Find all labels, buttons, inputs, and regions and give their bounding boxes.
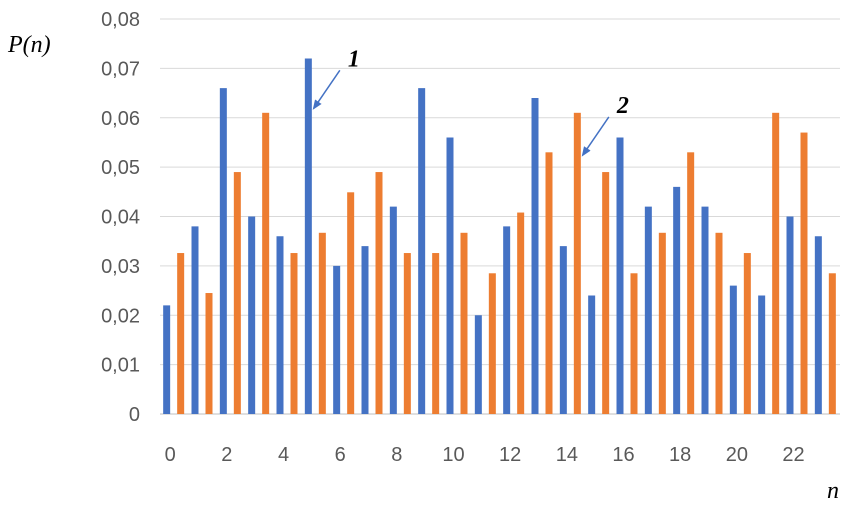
bar-series-1	[531, 98, 539, 414]
x-tick-label: 0	[165, 444, 176, 466]
bar-series-2	[828, 273, 836, 414]
bar-series-1	[588, 295, 596, 414]
x-tick-label: 4	[278, 444, 289, 466]
bar-series-1	[333, 265, 341, 414]
bar-series-1	[729, 285, 737, 414]
x-tick-label: 14	[556, 444, 578, 466]
y-tick-label: 0,01	[101, 355, 140, 377]
annotation-arrow	[581, 116, 610, 157]
bar-series-2	[290, 253, 298, 414]
x-tick-label: 10	[442, 444, 464, 466]
bar-series-2	[460, 232, 468, 414]
bar-series-2	[800, 132, 808, 414]
bar-series-2	[375, 172, 383, 414]
bar-series-1	[559, 246, 567, 414]
bar-series-2	[318, 232, 326, 414]
x-tick-label: 20	[726, 444, 748, 466]
annotations: 12	[312, 46, 629, 157]
bar-series-1	[191, 226, 199, 414]
bar-series-2	[262, 112, 270, 414]
bar-series-2	[658, 232, 666, 414]
x-tick-label: 2	[221, 444, 232, 466]
bar-series-1	[786, 216, 794, 414]
annotation-label: 1	[348, 46, 360, 72]
y-tick-label: 0,08	[101, 9, 140, 31]
bar-series-1	[673, 186, 681, 414]
bar-series-1	[616, 137, 624, 414]
bar-series-1	[418, 88, 426, 414]
x-axis-title: n	[827, 478, 839, 504]
bar-series-2	[687, 152, 695, 414]
bar-series-1	[276, 236, 284, 414]
y-axis-title: P(n)	[7, 32, 51, 58]
bar-series-1	[361, 246, 369, 414]
bar-series-1	[758, 295, 766, 414]
annotation-label: 2	[616, 93, 629, 119]
y-tick-label: 0	[129, 404, 140, 426]
y-tick-label: 0,05	[101, 157, 140, 179]
bar-series-2	[488, 273, 496, 414]
bar-series-2	[545, 152, 553, 414]
bar-series-2	[177, 253, 185, 414]
bar-series-2	[715, 232, 723, 414]
y-tick-label: 0,02	[101, 305, 140, 327]
bar-series-2	[772, 112, 780, 414]
y-tick-label: 0,07	[101, 58, 140, 80]
gridlines	[160, 18, 840, 415]
bar-series-2	[432, 253, 440, 414]
bar-series-1	[219, 88, 227, 414]
bar-series-2	[573, 112, 581, 414]
bars	[163, 58, 836, 414]
x-tick-label: 8	[391, 444, 402, 466]
y-tick-label: 0,04	[101, 207, 140, 229]
y-tick-label: 0,03	[101, 256, 140, 278]
bar-series-2	[517, 212, 525, 414]
bar-series-1	[701, 206, 709, 414]
y-tick-labels: 0 0,01 0,02 0,03 0,04 0,05 0,06 0,07 0,08	[101, 9, 140, 426]
bar-series-2	[403, 253, 411, 414]
bar-series-2	[233, 172, 241, 414]
x-tick-label: 16	[612, 444, 634, 466]
bar-series-2	[602, 172, 610, 414]
bar-series-2	[743, 253, 751, 414]
x-tick-label: 18	[669, 444, 691, 466]
bar-series-1	[163, 305, 171, 414]
bar-series-1	[446, 137, 454, 414]
x-tick-label: 22	[782, 444, 804, 466]
bar-series-1	[248, 216, 256, 414]
bar-series-1	[389, 206, 397, 414]
y-tick-label: 0,06	[101, 108, 140, 130]
annotation-arrow	[312, 69, 341, 110]
bar-series-1	[814, 236, 822, 414]
bar-series-1	[503, 226, 511, 414]
bar-series-2	[347, 192, 355, 414]
x-tick-label: 6	[335, 444, 346, 466]
bar-series-2	[205, 293, 213, 414]
bar-series-1	[474, 315, 482, 414]
x-tick-labels: 0 2 4 6 8 10 12 14 16 18 20 22	[165, 444, 805, 466]
bar-series-2	[630, 273, 638, 414]
bar-series-1	[644, 206, 652, 414]
bar-series-1	[304, 58, 312, 414]
x-tick-label: 12	[499, 444, 521, 466]
